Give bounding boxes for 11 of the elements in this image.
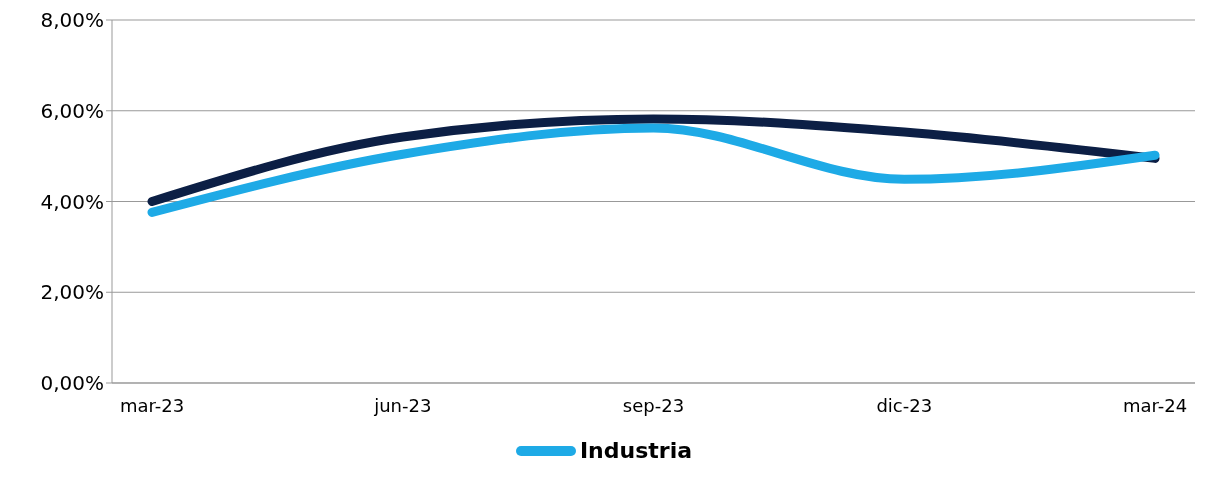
y-tick-label: 2,00% [40,280,104,305]
x-tick-label: mar-24 [1122,394,1188,416]
x-tick-label: jun-23 [373,394,432,416]
x-tick-label: dic-23 [876,394,933,416]
y-tick-label: 8,00% [40,8,104,33]
y-tick-label: 4,00% [40,189,104,214]
x-tick-label: mar-23 [119,394,185,416]
legend-label: Industria [579,438,693,463]
y-tick-label: 6,00% [40,98,104,123]
x-tick-label: sep-23 [622,394,685,416]
y-tick-label: 0,00% [40,371,104,396]
